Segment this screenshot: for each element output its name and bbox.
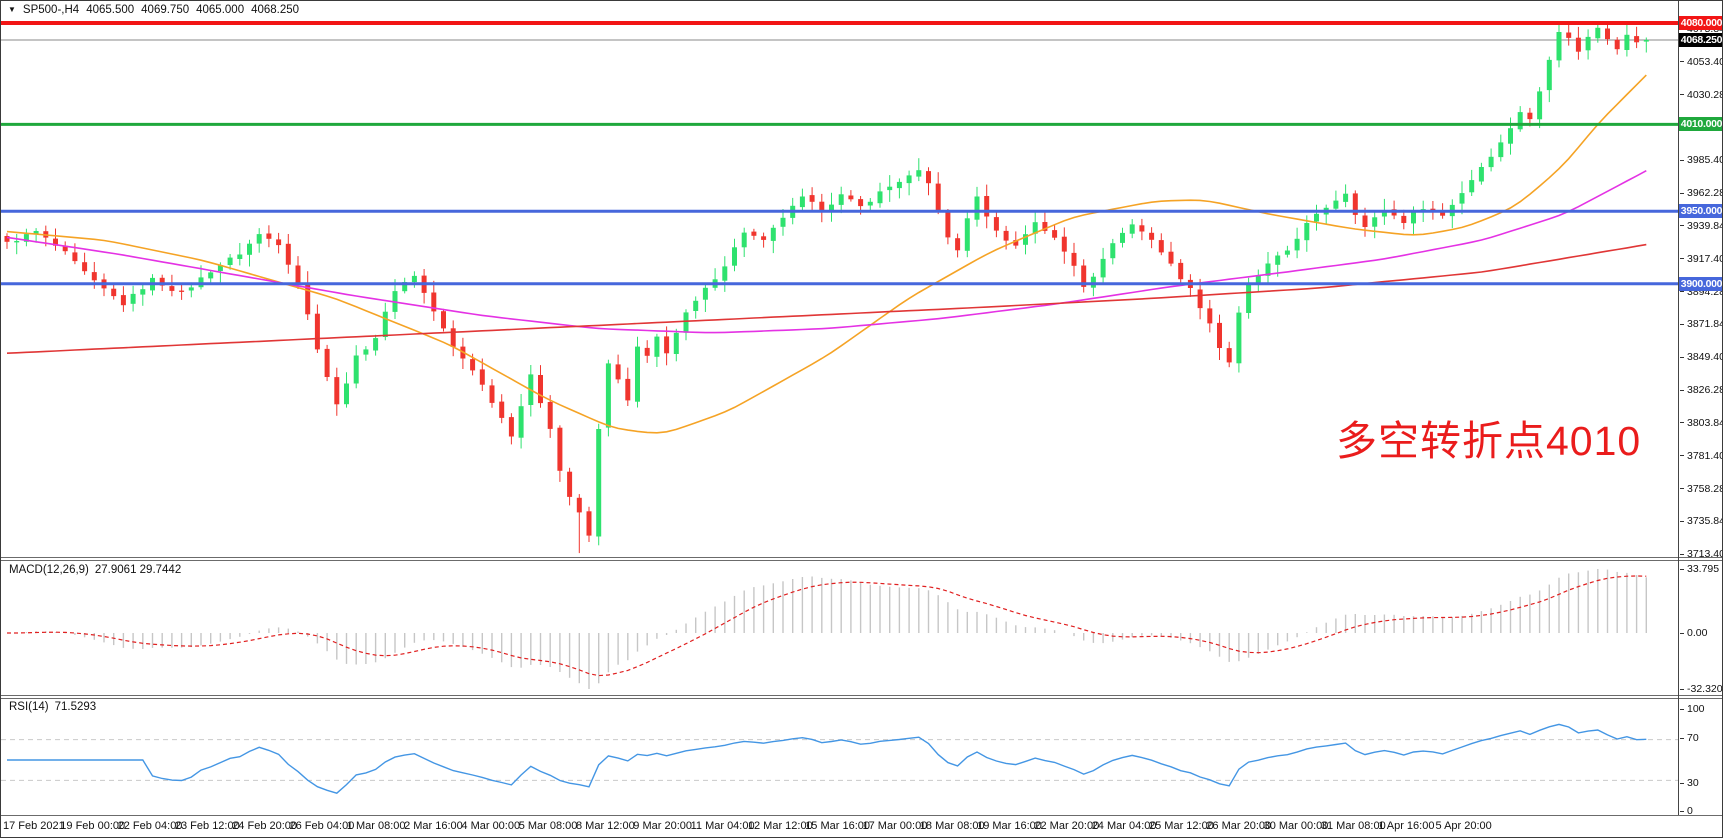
chart-header: ▼ SP500-,H4 4065.500 4069.750 4065.000 4… bbox=[8, 4, 299, 16]
rsi-panel-canvas[interactable] bbox=[1, 699, 1678, 815]
date-label: 22 Feb 04:00 bbox=[117, 820, 183, 832]
date-label: 2 Mar 16:00 bbox=[404, 820, 463, 832]
price-tick: 0 bbox=[1680, 805, 1693, 817]
date-label: 15 Mar 16:00 bbox=[805, 820, 871, 832]
price-tick: 100 bbox=[1680, 703, 1705, 715]
price-tick: 3826.280 bbox=[1680, 384, 1722, 396]
date-label: 8 Mar 12:00 bbox=[576, 820, 635, 832]
price-tick: 30 bbox=[1680, 777, 1699, 789]
date-label: 26 Mar 20:00 bbox=[1206, 820, 1272, 832]
date-label: 5 Apr 20:00 bbox=[1435, 820, 1492, 832]
date-label: 31 Mar 08:00 bbox=[1320, 820, 1386, 832]
macd-values: 27.9061 29.7442 bbox=[94, 564, 182, 576]
price-tick: 3758.280 bbox=[1680, 483, 1722, 495]
price-tick: 70 bbox=[1680, 732, 1699, 744]
date-label: 12 Mar 12:00 bbox=[747, 820, 813, 832]
date-label: 9 Mar 20:00 bbox=[633, 820, 692, 832]
price-axis-separator bbox=[1678, 1, 1679, 815]
rsi-indicator-label: RSI(14) 71.5293 bbox=[9, 701, 96, 713]
price-tick: 4030.280 bbox=[1680, 89, 1722, 101]
price-tick: 3735.840 bbox=[1680, 515, 1722, 527]
date-label: 25 Mar 12:00 bbox=[1149, 820, 1214, 832]
date-label: 30 Mar 00:00 bbox=[1263, 820, 1329, 832]
date-label: 19 Feb 00:00 bbox=[60, 820, 126, 832]
price-tick: 3849.400 bbox=[1680, 351, 1722, 363]
symbol-dropdown-icon[interactable]: ▼ bbox=[8, 5, 16, 14]
date-label: 17 Feb 2021 bbox=[3, 820, 65, 832]
price-tick: 3803.840 bbox=[1680, 417, 1722, 429]
price-tick: 3917.400 bbox=[1680, 253, 1722, 265]
price-level-badge: 4080.000 bbox=[1679, 15, 1723, 30]
chart-annotation-text: 多空转折点4010 bbox=[1336, 418, 1642, 464]
date-label: 24 Feb 20:00 bbox=[232, 820, 298, 832]
price-tick: 3939.840 bbox=[1680, 220, 1722, 232]
price-tick: 0.00 bbox=[1680, 627, 1707, 639]
date-axis: 17 Feb 2021 19 Feb 00:00 22 Feb 04:00 23 Fe… bbox=[1, 820, 1722, 837]
macd-panel-canvas[interactable] bbox=[1, 561, 1678, 695]
date-label: 11 Mar 04:00 bbox=[690, 820, 755, 832]
panel-divider bbox=[1, 557, 1722, 558]
date-label: 17 Mar 00:00 bbox=[862, 820, 928, 832]
price-tick: 33.795 bbox=[1680, 563, 1719, 575]
rsi-value: 71.5293 bbox=[54, 701, 97, 713]
date-label: 18 Mar 08:00 bbox=[919, 820, 985, 832]
panel-divider bbox=[1, 560, 1722, 561]
date-label: 22 Mar 20:00 bbox=[1034, 820, 1100, 832]
macd-indicator-label: MACD(12,26,9) 27.9061 29.7442 bbox=[9, 564, 181, 576]
date-axis-divider bbox=[1, 815, 1722, 816]
price-level-badge: 4068.250 bbox=[1679, 32, 1723, 47]
price-tick: 3871.840 bbox=[1680, 318, 1722, 330]
price-level-badge: 3950.000 bbox=[1679, 204, 1723, 219]
date-label: 19 Mar 16:00 bbox=[977, 820, 1042, 832]
date-label: 26 Feb 04:00 bbox=[289, 820, 355, 832]
date-label: 5 Mar 08:00 bbox=[518, 820, 578, 832]
price-tick: 4053.400 bbox=[1680, 56, 1722, 68]
date-label: 23 Feb 12:00 bbox=[174, 820, 240, 832]
panel-divider bbox=[1, 695, 1722, 696]
price-tick: -32.3207 bbox=[1680, 683, 1722, 695]
panel-divider bbox=[1, 698, 1722, 699]
main-chart-canvas[interactable] bbox=[1, 1, 1678, 557]
price-level-badge: 3900.000 bbox=[1679, 276, 1723, 291]
price-tick: 3962.280 bbox=[1680, 187, 1722, 199]
quote-close: 4068.250 bbox=[251, 4, 300, 16]
rsi-name: RSI(14) bbox=[9, 701, 49, 713]
quote-open: 4065.500 bbox=[86, 4, 135, 16]
price-tick: 3713.400 bbox=[1680, 548, 1722, 560]
date-label: 1 Mar 08:00 bbox=[346, 820, 406, 832]
macd-name: MACD(12,26,9) bbox=[9, 564, 89, 576]
date-label: 1 Apr 16:00 bbox=[1378, 820, 1435, 832]
quote-high: 4069.750 bbox=[141, 4, 190, 16]
price-level-badge: 4010.000 bbox=[1679, 117, 1723, 132]
quote-low: 4065.000 bbox=[196, 4, 245, 16]
date-label: 24 Mar 04:00 bbox=[1091, 820, 1157, 832]
price-tick: 3781.400 bbox=[1680, 450, 1722, 462]
price-tick: 3985.400 bbox=[1680, 154, 1722, 166]
date-label: 4 Mar 00:00 bbox=[461, 820, 521, 832]
symbol-timeframe-label: SP500-,H4 bbox=[22, 4, 80, 16]
